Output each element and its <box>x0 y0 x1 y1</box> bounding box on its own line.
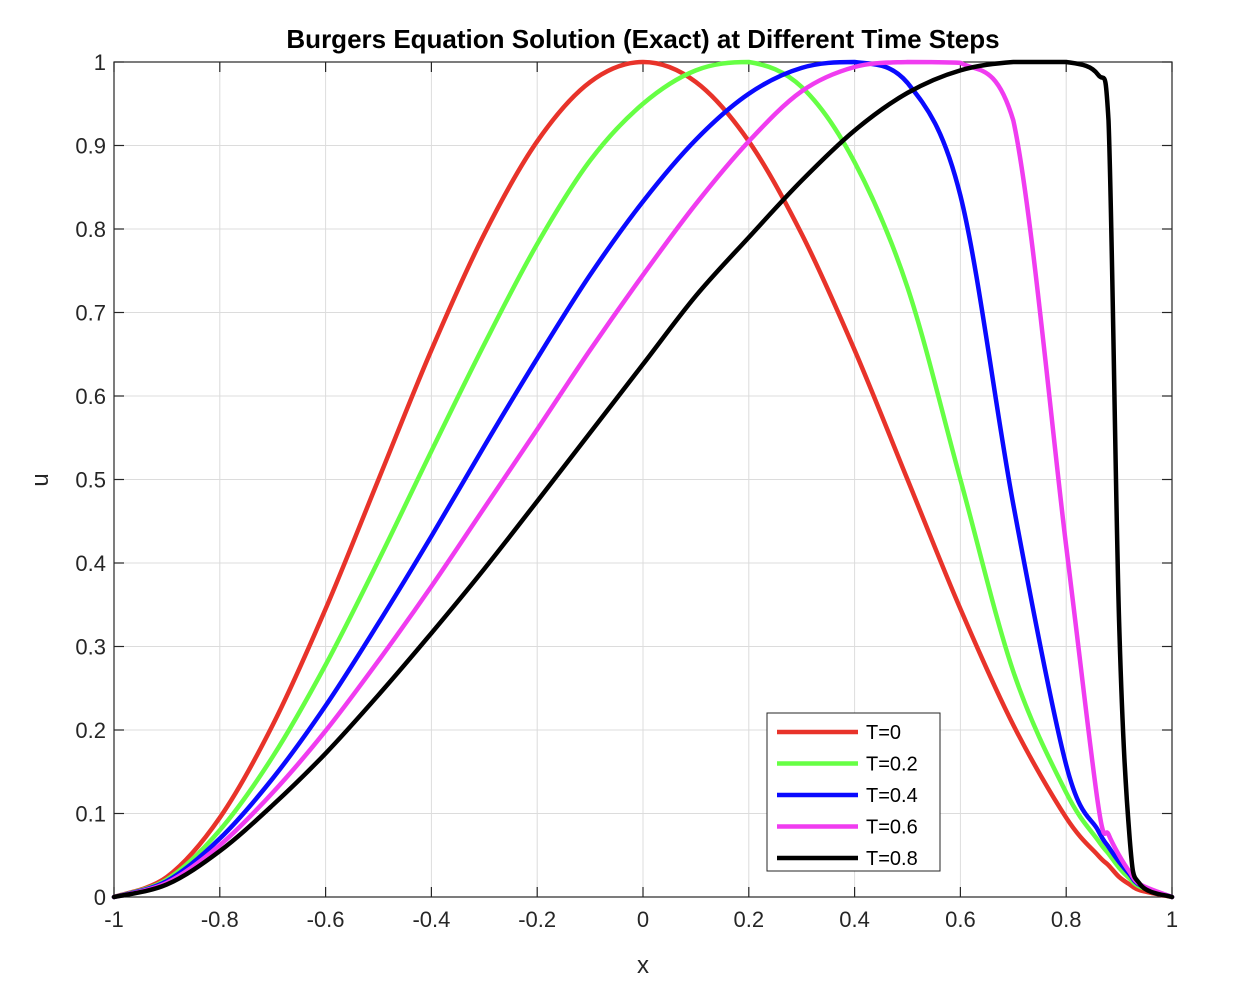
x-tick-label: -0.8 <box>201 907 239 932</box>
series-line-1 <box>111 59 1175 900</box>
x-tick-label: -0.4 <box>412 907 450 932</box>
x-tick-label: 0.4 <box>839 907 870 932</box>
legend-box <box>766 712 941 872</box>
legend-label-3: T=0.6 <box>866 817 918 839</box>
series-lines <box>111 59 1175 900</box>
series-line-2 <box>111 59 1175 900</box>
y-tick-label: 0.5 <box>75 468 106 493</box>
y-tick-label: 0.8 <box>75 217 106 242</box>
legend-label-1: T=0.2 <box>866 754 918 776</box>
x-tick-label: 1 <box>1166 907 1178 932</box>
legend: T=0 T=0.2 T=0.4 T=0.6 T=0.8 <box>766 712 941 872</box>
y-axis-title: u <box>27 473 54 486</box>
x-tick-label: -1 <box>104 907 124 932</box>
y-tick-label: 0.7 <box>75 301 106 326</box>
x-tick-label: 0.8 <box>1051 907 1082 932</box>
y-tick-label: 0.4 <box>75 551 106 576</box>
y-tick-label: 0.1 <box>75 802 106 827</box>
x-tick-label: 0.2 <box>734 907 765 932</box>
y-tick-label: 0.3 <box>75 635 106 660</box>
y-tick-label: 0.9 <box>75 134 106 159</box>
y-tick-label: 1 <box>94 50 106 75</box>
x-tick-label: -0.2 <box>518 907 556 932</box>
x-tick-label: -0.6 <box>307 907 345 932</box>
y-tick-label: 0 <box>94 885 106 910</box>
series-line-4 <box>111 59 1175 900</box>
x-tick-label: 0.6 <box>945 907 976 932</box>
axis-ticks: -1 -0.8 -0.6 -0.4 -0.2 0 0.2 0.4 0.6 0.8 1 0 0.1 0.2 0… <box>75 50 1178 932</box>
series-line-3 <box>111 59 1175 900</box>
legend-label-4: T=0.8 <box>866 848 918 870</box>
y-tick-label: 0.2 <box>75 718 106 743</box>
x-tick-label: 0 <box>637 907 649 932</box>
y-tick-label: 0.6 <box>75 384 106 409</box>
legend-label-2: T=0.4 <box>866 785 918 807</box>
series-line-0 <box>111 59 1175 900</box>
legend-label-0: T=0 <box>866 722 901 744</box>
x-axis-title: x <box>637 952 649 979</box>
chart-title: Burgers Equation Solution (Exact) at Dif… <box>286 24 999 54</box>
